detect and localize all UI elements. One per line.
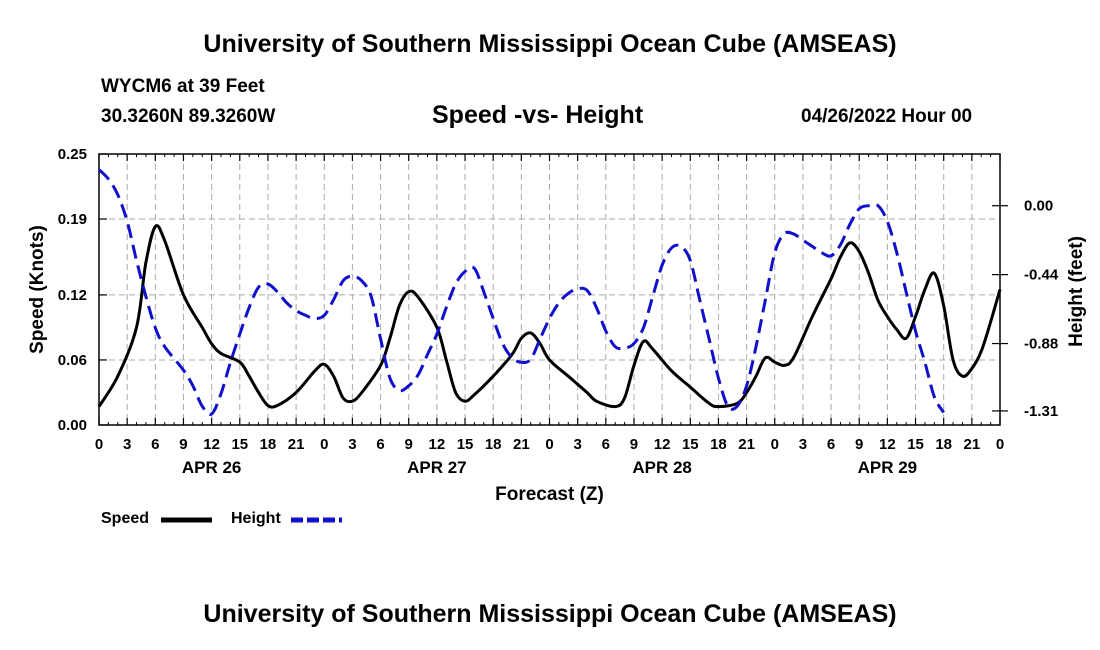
x-tick-label: 9 [855,436,863,453]
legend-height-label: Height [231,510,281,527]
day-label: APR 28 [632,458,692,477]
x-tick-label: 18 [260,436,277,453]
left-y-tick-label: 0.25 [58,146,87,163]
x-tick-label: 3 [348,436,356,453]
x-tick-label: 0 [771,436,779,453]
x-tick-label: 0 [320,436,328,453]
x-axis-title: Forecast (Z) [495,484,604,505]
speed-series-line [97,224,1002,409]
left-y-tick-label: 0.12 [58,287,87,304]
day-label: APR 27 [407,458,467,477]
grid [99,154,1000,425]
x-tick-label: 12 [203,436,220,453]
x-tick-label: 12 [879,436,896,453]
x-tick-label: 6 [376,436,384,453]
right-y-tick-label: 0.00 [1024,198,1053,215]
day-label: APR 26 [182,458,242,477]
tick-labels: 0 3 6 9 12 15 18 21 0 3 6 9 12 15 18 21 0 3 6 9 12 15 18 21 0 3 6 9… [27,146,1087,505]
x-tick-label: 18 [935,436,952,453]
x-tick-label: 3 [123,436,131,453]
x-tick-label: 6 [151,436,159,453]
x-tick-label: 21 [288,436,305,453]
height-series-line [97,168,945,416]
x-tick-label: 15 [682,436,699,453]
x-tick-label: 9 [179,436,187,453]
station-label: WYCM6 at 39 Feet [101,76,265,97]
left-y-tick-label: 0.19 [58,211,87,228]
x-tick-label: 21 [738,436,755,453]
series [97,168,1002,416]
x-tick-label: 0 [95,436,103,453]
day-label: APR 29 [858,458,918,477]
x-tick-label: 3 [799,436,807,453]
right-y-tick-label: -0.88 [1024,336,1058,353]
x-tick-label: 6 [827,436,835,453]
left-y-tick-label: 0.00 [58,417,87,434]
x-tick-label: 0 [996,436,1004,453]
right-y-tick-label: -0.44 [1024,267,1059,284]
page-title: University of Southern Mississippi Ocean… [203,30,897,58]
x-tick-label: 18 [485,436,502,453]
x-tick-label: 15 [231,436,248,453]
chart-title: Speed -vs- Height [432,101,644,129]
page-footer-title: University of Southern Mississippi Ocean… [203,600,897,628]
x-tick-label: 9 [405,436,413,453]
right-y-tick-label: -1.31 [1024,403,1058,420]
axes [98,153,1008,426]
x-tick-label: 15 [457,436,474,453]
x-tick-label: 21 [513,436,530,453]
x-tick-label: 6 [602,436,610,453]
x-tick-label: 9 [630,436,638,453]
x-tick-label: 0 [545,436,553,453]
x-tick-label: 15 [907,436,924,453]
x-tick-label: 3 [573,436,581,453]
right-axis-title: Height (feet) [1066,236,1087,347]
x-tick-label: 21 [964,436,981,453]
coordinates-label: 30.3260N 89.3260W [101,106,276,127]
left-axis-title: Speed (Knots) [27,225,48,354]
left-y-tick-label: 0.06 [58,352,87,369]
forecast-datetime: 04/26/2022 Hour 00 [801,106,973,127]
x-tick-label: 12 [654,436,671,453]
legend-speed-label: Speed [101,510,150,527]
x-tick-label: 12 [429,436,446,453]
x-tick-label: 18 [710,436,727,453]
